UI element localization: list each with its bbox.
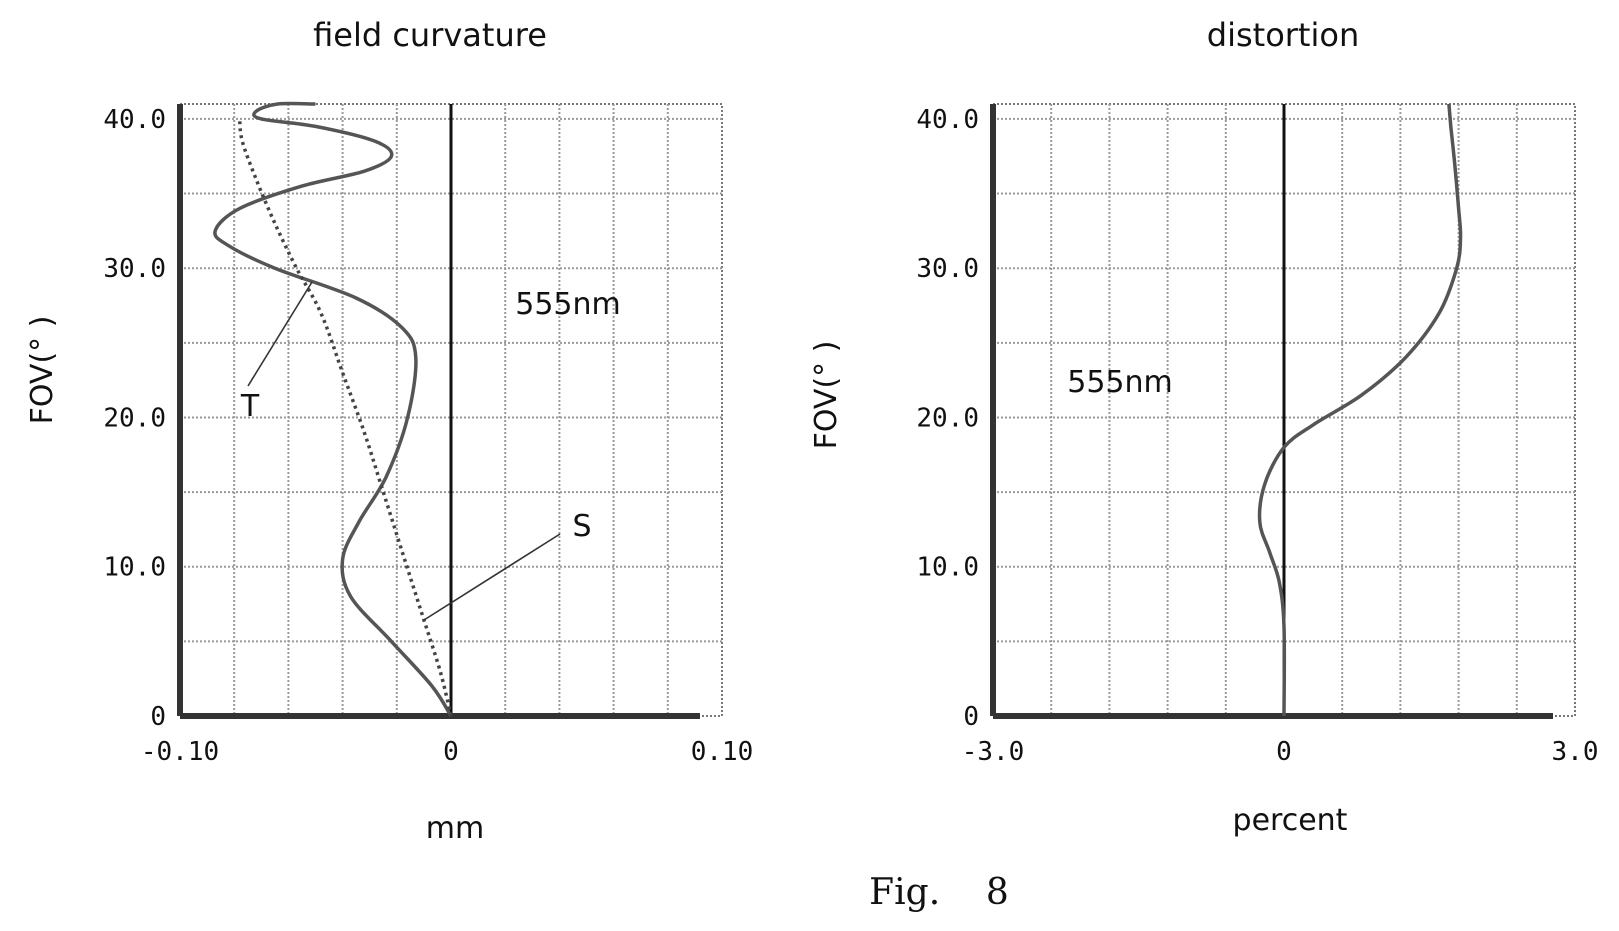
distortion-y-tick-label: 20.0 [916, 403, 979, 433]
field-curvature-y-tick-label: 0 [150, 702, 166, 732]
field-curvature-x-tick-label: -0.10 [141, 737, 219, 767]
field-curvature-x-tick-label: 0.10 [691, 737, 754, 767]
field-curvature-chart: field curvature 010.020.030.040.0-0.10 0 0… [25, 16, 753, 846]
field-curvature-y-tick-label: 10.0 [103, 553, 166, 583]
field-curvature-title: field curvature [313, 16, 547, 54]
distortion-series-line [1257, 103, 1463, 717]
distortion-y-label: FOV(° ) [809, 341, 844, 450]
distortion-y-tick-label: 40.0 [916, 105, 979, 135]
distortion-chart: distortion 0 10.0 20.0 30.0 40.0 -3.0 0 3.0 555… [809, 16, 1598, 838]
distortion-y-tick-label: 10.0 [916, 553, 979, 583]
distortion-title: distortion [1207, 16, 1359, 54]
s-leader-line [423, 533, 561, 621]
field-curvature-series-t [213, 101, 453, 717]
distortion-wavelength-label: 555nm [1067, 365, 1173, 400]
field-curvature-grid [177, 103, 723, 719]
distortion-x-tick-label: 0 [1276, 737, 1292, 767]
distortion-y-tick-label: 30.0 [916, 254, 979, 284]
field-curvature-x-tick-label: 0 [443, 737, 459, 767]
distortion-ticks: 0 10.0 20.0 30.0 40.0 -3.0 0 3.0 [916, 105, 1598, 767]
distortion-x-tick-label: 3.0 [1552, 737, 1599, 767]
distortion-x-tick-label: -3.0 [962, 737, 1025, 767]
field-curvature-x-label: mm [426, 811, 484, 846]
field-curvature-series [213, 101, 453, 717]
t-curve-label: T [240, 389, 260, 424]
distortion-y-tick-label: 0 [963, 702, 979, 732]
field-curvature-y-tick-label: 30.0 [103, 254, 166, 284]
distortion-series [1257, 103, 1463, 717]
field-curvature-ticks: 0 10.0 20.0 30.0 40.0 -0.10 0 0.10 [103, 105, 753, 767]
field-curvature-wavelength-label: 555nm [515, 287, 621, 322]
figure-caption: Fig. 8 [869, 872, 1009, 913]
field-curvature-y-tick-label: 40.0 [103, 105, 166, 135]
t-leader-line [247, 281, 313, 387]
s-curve-label: S [572, 509, 591, 544]
field-curvature-y-tick-label: 20.0 [103, 403, 166, 433]
field-curvature-y-label: FOV(° ) [25, 316, 60, 425]
distortion-x-label: percent [1233, 803, 1348, 838]
